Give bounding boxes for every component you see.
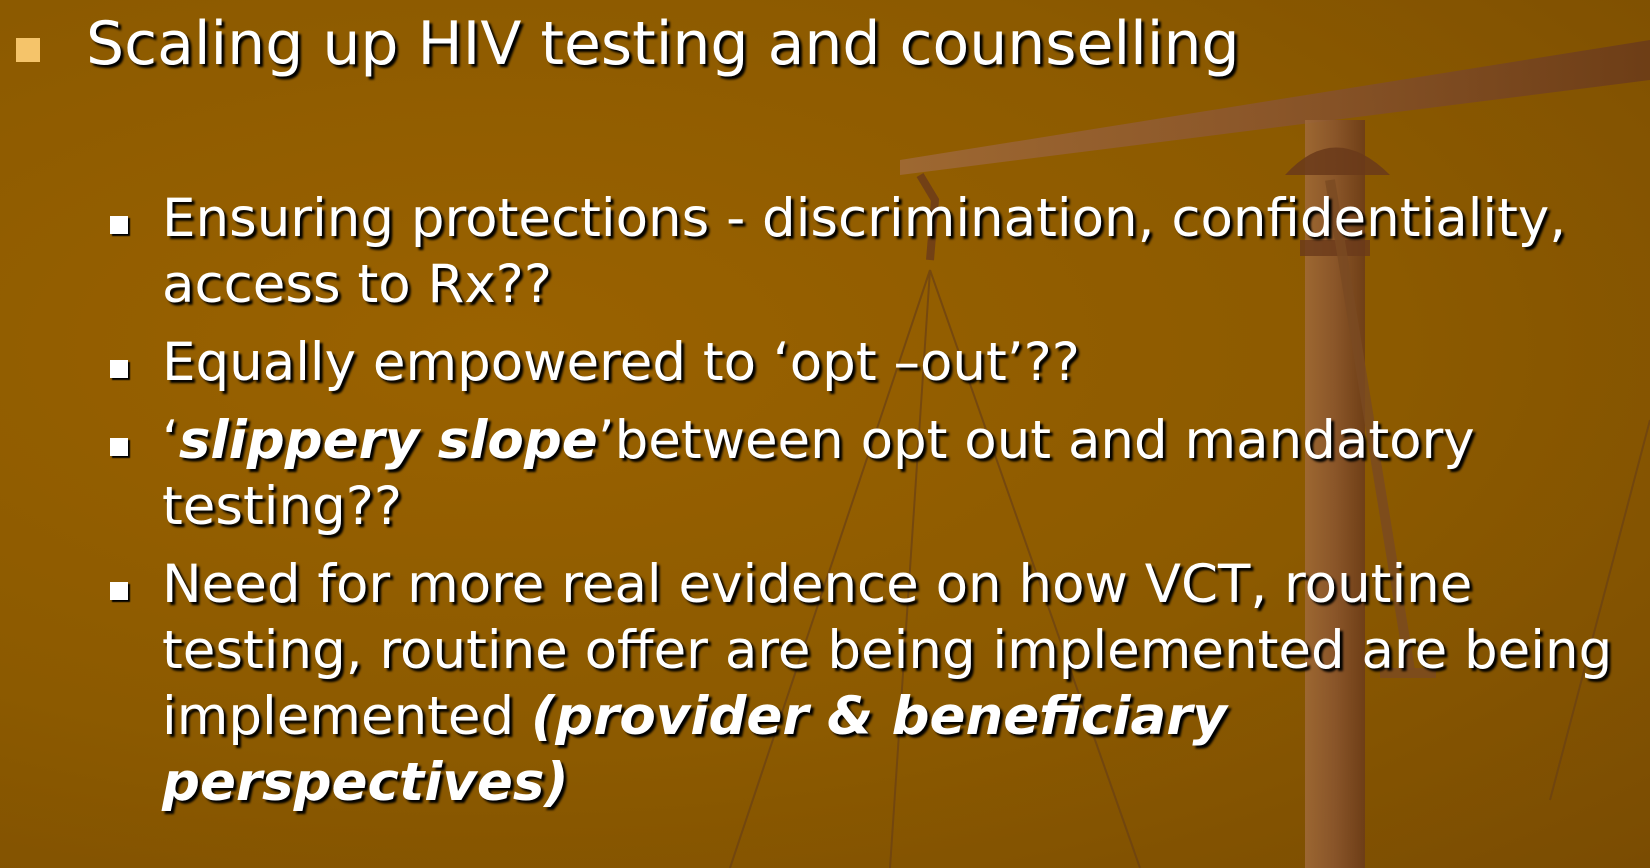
emphasis-text: slippery slope (179, 410, 598, 471)
bullet-text: ‘ (162, 410, 179, 471)
bullet-item: Need for more real evidence on how VCT, … (110, 552, 1640, 816)
bullet-item: ‘slippery slope’between opt out and mand… (110, 408, 1640, 540)
bullet-list: Ensuring protections - discrimination, c… (110, 186, 1640, 828)
bullet-item: Equally empowered to ‘opt –out’?? (110, 330, 1640, 396)
bullet-text: Ensuring protections - discrimination, c… (162, 188, 1566, 315)
slide-page: Scaling up HIV testing and counselling E… (0, 0, 1650, 868)
slide-heading: Scaling up HIV testing and counselling (86, 2, 1240, 86)
heading-bullet (16, 38, 40, 62)
bullet-item: Ensuring protections - discrimination, c… (110, 186, 1640, 318)
slide: Scaling up HIV testing and counselling E… (0, 0, 1650, 868)
bullet-text: Equally empowered to ‘opt –out’?? (162, 332, 1080, 393)
